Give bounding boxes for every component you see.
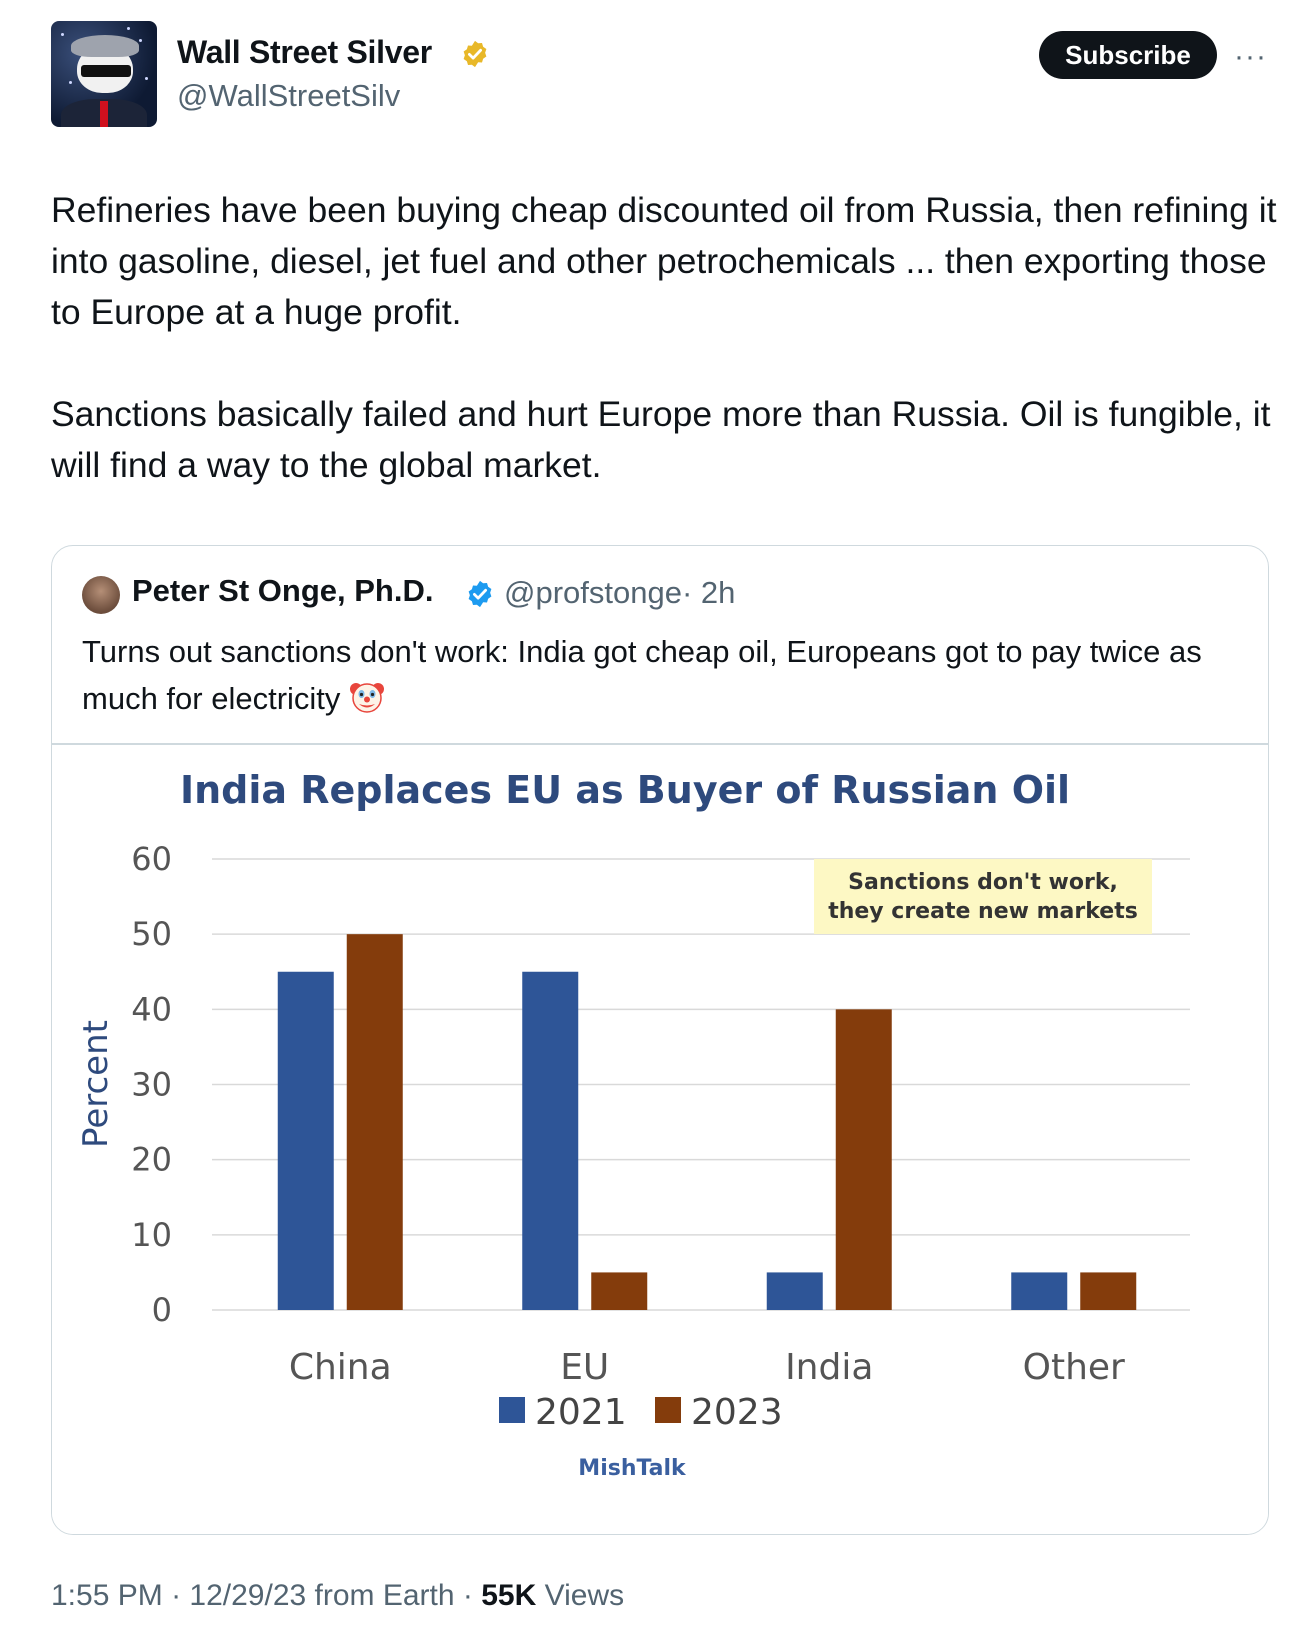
x-tick-label: Other	[1023, 1347, 1125, 1388]
chart-legend: 2021 2023	[499, 1392, 783, 1433]
x-tick-label: India	[785, 1347, 873, 1388]
y-tick-label: 40	[131, 990, 172, 1028]
quoted-post-card[interactable]: Peter St Onge, Ph.D. @profstonge· 2h Tur…	[51, 545, 1269, 1535]
avatar-star-decoration	[61, 33, 64, 36]
y-tick-label: 20	[131, 1141, 172, 1179]
annotation-line: Sanctions don't work,	[848, 870, 1118, 895]
author-avatar[interactable]	[51, 21, 157, 127]
post-date[interactable]: 12/29/23 from Earth	[189, 1579, 455, 1612]
bar-eu-2021	[522, 971, 579, 1310]
chart-x-ticks: China EU India Other	[289, 1347, 1125, 1388]
legend-swatch-2021	[499, 1397, 525, 1423]
legend-swatch-2023	[655, 1397, 681, 1423]
chart-bars	[277, 934, 1137, 1310]
more-options-icon[interactable]: ···	[1234, 40, 1267, 73]
quoted-meta: @profstonge· 2h	[504, 575, 735, 611]
quoted-text: Turns out sanctions don't work: India go…	[82, 628, 1232, 722]
y-tick-label: 50	[131, 915, 172, 953]
bar-china-2021	[277, 971, 334, 1310]
chart-y-axis-label: Percent	[76, 1020, 116, 1148]
subscribe-button[interactable]: Subscribe	[1039, 31, 1217, 79]
footer-separator: ·	[454, 1579, 482, 1612]
x-tick-label: China	[289, 1347, 392, 1388]
author-name[interactable]: Wall Street Silver	[177, 34, 432, 70]
avatar-tie	[100, 101, 108, 127]
post-time[interactable]: 1:55 PM	[51, 1579, 163, 1612]
quoted-divider	[52, 743, 1268, 745]
views-count: 55K	[481, 1579, 537, 1612]
y-tick-label: 60	[131, 840, 172, 878]
avatar-sunglasses	[81, 65, 131, 77]
avatar-hair	[71, 35, 139, 57]
post-body: Refineries have been buying cheap discou…	[51, 185, 1281, 491]
bar-other-2023	[1080, 1272, 1137, 1310]
footer-separator: ·	[162, 1579, 190, 1612]
chart-source: MishTalk	[578, 1456, 687, 1481]
post-paragraph: Sanctions basically failed and hurt Euro…	[51, 394, 1271, 485]
bar-eu-2023	[591, 1272, 648, 1310]
quoted-text-content: Turns out sanctions don't work: India go…	[82, 634, 1202, 716]
blue-verified-badge-icon	[468, 580, 492, 608]
x-tick-label: EU	[560, 1347, 609, 1388]
y-tick-label: 30	[131, 1066, 172, 1104]
avatar-star-decoration	[127, 27, 130, 30]
legend-label: 2023	[691, 1392, 783, 1433]
chart-y-ticks: 0 10 20 30 40 50 60	[131, 840, 172, 1329]
avatar-star-decoration	[69, 81, 72, 84]
chart-image[interactable]: India Replaces EU as Buyer of Russian Oi…	[52, 745, 1268, 1534]
bar-india-2021	[766, 1272, 823, 1310]
bar-chart: India Replaces EU as Buyer of Russian Oi…	[76, 768, 1190, 1481]
annotation-background	[814, 859, 1152, 934]
gold-verified-badge-icon[interactable]	[460, 39, 490, 69]
avatar-star-decoration	[145, 77, 148, 80]
author-handle[interactable]: @WallStreetSilv	[177, 78, 401, 113]
quoted-author-handle[interactable]: @profstonge	[504, 575, 682, 610]
y-tick-label: 0	[152, 1291, 172, 1329]
quoted-time[interactable]: · 2h	[681, 575, 736, 610]
post-paragraph: Refineries have been buying cheap discou…	[51, 190, 1277, 332]
post-footer: 1:55 PM · 12/29/23 from Earth · 55K View…	[51, 1579, 624, 1613]
chart-annotation: Sanctions don't work, they create new ma…	[814, 859, 1152, 934]
bar-other-2021	[1011, 1272, 1068, 1310]
quoted-author-name[interactable]: Peter St Onge, Ph.D.	[132, 573, 434, 608]
bar-china-2023	[346, 934, 403, 1310]
avatar-star-decoration	[139, 39, 142, 42]
legend-label: 2021	[535, 1392, 627, 1433]
chart-title: India Replaces EU as Buyer of Russian Oi…	[180, 768, 1070, 812]
views-label: Views	[544, 1579, 625, 1612]
y-tick-label: 10	[131, 1216, 172, 1254]
quoted-author-avatar[interactable]	[82, 576, 120, 614]
annotation-line: they create new markets	[828, 899, 1138, 924]
clown-face-icon	[350, 683, 385, 713]
bar-india-2023	[835, 1009, 892, 1310]
